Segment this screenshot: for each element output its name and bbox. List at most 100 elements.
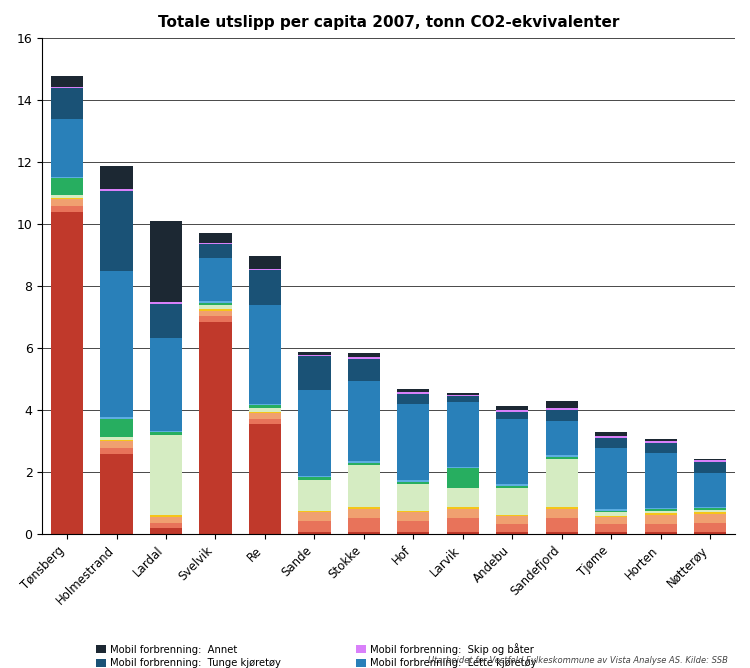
Bar: [348, 353, 380, 357]
Bar: [249, 424, 281, 534]
Bar: [298, 521, 331, 532]
Bar: [694, 507, 726, 508]
Bar: [249, 257, 281, 269]
Bar: [150, 432, 182, 435]
Bar: [298, 356, 331, 391]
Bar: [645, 511, 676, 513]
Bar: [200, 305, 232, 309]
Bar: [398, 521, 430, 532]
Title: Totale utslipp per capita 2007, tonn CO2-ekvivalenter: Totale utslipp per capita 2007, tonn CO2…: [158, 15, 620, 30]
Bar: [249, 269, 281, 271]
Bar: [596, 436, 628, 438]
Legend: Mobil forbrenning:  Annet, Mobil forbrenning:  Tunge kjøretøy, Prosessutslipp:  : Mobil forbrenning: Annet, Mobil forbrenn…: [92, 639, 575, 668]
Bar: [398, 392, 430, 393]
Bar: [694, 522, 726, 532]
Bar: [546, 401, 578, 408]
Bar: [447, 396, 479, 401]
Bar: [298, 391, 331, 476]
Bar: [546, 421, 578, 455]
Bar: [348, 463, 380, 465]
Bar: [546, 459, 578, 507]
Bar: [398, 512, 430, 521]
Bar: [694, 512, 726, 514]
Bar: [298, 478, 331, 480]
Bar: [200, 317, 232, 322]
Bar: [596, 512, 628, 516]
Bar: [51, 76, 83, 87]
Bar: [694, 473, 726, 507]
Bar: [348, 357, 380, 359]
Bar: [200, 244, 232, 258]
Bar: [496, 515, 529, 516]
Bar: [200, 301, 232, 303]
Bar: [496, 411, 529, 420]
Bar: [398, 511, 430, 512]
Bar: [200, 233, 232, 242]
Bar: [496, 406, 529, 410]
Bar: [100, 448, 133, 454]
Bar: [546, 456, 578, 459]
Bar: [150, 302, 182, 304]
Bar: [100, 191, 133, 271]
Bar: [694, 514, 726, 522]
Bar: [645, 532, 676, 534]
Bar: [496, 532, 529, 534]
Bar: [596, 532, 628, 534]
Bar: [546, 410, 578, 421]
Bar: [398, 484, 430, 511]
Bar: [100, 419, 133, 438]
Bar: [645, 441, 676, 443]
Bar: [398, 532, 430, 534]
Bar: [298, 511, 331, 512]
Bar: [150, 221, 182, 302]
Bar: [51, 200, 83, 206]
Bar: [150, 431, 182, 432]
Bar: [51, 206, 83, 212]
Bar: [150, 304, 182, 338]
Bar: [596, 510, 628, 512]
Text: Utarbeidet for Vestfold Fylkeskommune av Vista Analyse AS. Kilde: SSB: Utarbeidet for Vestfold Fylkeskommune av…: [427, 656, 728, 665]
Bar: [298, 512, 331, 521]
Bar: [645, 515, 676, 524]
Bar: [100, 440, 133, 442]
Bar: [694, 510, 726, 512]
Bar: [694, 459, 726, 460]
Bar: [100, 442, 133, 448]
Bar: [348, 518, 380, 532]
Bar: [447, 393, 479, 395]
Bar: [200, 309, 232, 311]
Bar: [200, 242, 232, 244]
Bar: [348, 381, 380, 461]
Bar: [298, 355, 331, 356]
Bar: [200, 322, 232, 534]
Bar: [694, 460, 726, 462]
Bar: [150, 528, 182, 534]
Bar: [100, 189, 133, 191]
Bar: [348, 507, 380, 508]
Bar: [348, 465, 380, 507]
Bar: [150, 516, 182, 517]
Bar: [249, 411, 281, 413]
Bar: [645, 454, 676, 508]
Bar: [496, 410, 529, 411]
Bar: [51, 198, 83, 200]
Bar: [249, 408, 281, 411]
Bar: [447, 468, 479, 488]
Bar: [546, 455, 578, 456]
Bar: [496, 516, 529, 524]
Bar: [51, 178, 83, 195]
Bar: [51, 88, 83, 120]
Bar: [100, 271, 133, 417]
Bar: [100, 438, 133, 440]
Bar: [694, 462, 726, 473]
Bar: [596, 516, 628, 517]
Bar: [249, 413, 281, 419]
Bar: [645, 524, 676, 532]
Bar: [150, 435, 182, 516]
Bar: [447, 395, 479, 396]
Bar: [596, 524, 628, 532]
Bar: [100, 454, 133, 534]
Bar: [398, 480, 430, 482]
Bar: [546, 508, 578, 518]
Bar: [447, 467, 479, 468]
